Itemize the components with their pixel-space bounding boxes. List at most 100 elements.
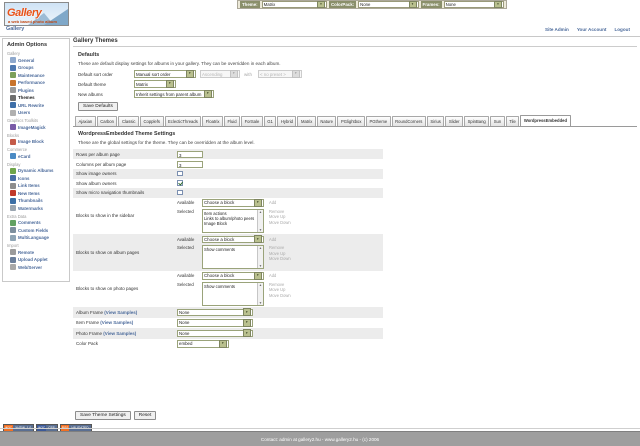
photo-add-button[interactable]: Add: [269, 273, 277, 279]
tab-matrix[interactable]: Matrix: [297, 116, 316, 126]
sidebar-item-custom-fields[interactable]: Custom Fields: [10, 227, 67, 234]
sidebar-item-icons[interactable]: Icons: [10, 175, 67, 182]
top-links: Site Admin Your Account Logout: [545, 27, 630, 32]
toolbar-colorpack-select[interactable]: None ▾: [358, 0, 419, 9]
sidebar-item-dynamic-albums[interactable]: Dynamic Albums: [10, 167, 67, 174]
color-pack-select[interactable]: embed ▾: [177, 339, 229, 348]
tab-eclecticthreads[interactable]: EclecticThreads: [164, 116, 202, 126]
item-frame-view-samples-link[interactable]: (View Samples): [100, 320, 134, 326]
tab-fluid[interactable]: Fluid: [224, 116, 241, 126]
link-logout[interactable]: Logout: [614, 27, 630, 32]
sidebar-item-multilanguage[interactable]: MultiLanguage: [10, 234, 67, 241]
default-sort-order-select[interactable]: Manual sort order ▾: [134, 70, 196, 78]
sidebar-item-image-block[interactable]: Image Block: [10, 138, 67, 145]
scrollbar[interactable]: ▲ ▼: [257, 246, 263, 268]
gallery-logo[interactable]: Gallery a web based photo album: [4, 2, 69, 26]
tab-g1[interactable]: G1: [263, 116, 277, 126]
tab-copplefs[interactable]: Copplefs: [139, 116, 164, 126]
tab-sun[interactable]: Sun: [490, 116, 505, 126]
album-move-up-button[interactable]: Move Up: [269, 250, 286, 256]
sidebar-item-general[interactable]: General: [10, 57, 67, 64]
tab-classic[interactable]: Classic: [118, 116, 139, 126]
album-frame-view-samples-link[interactable]: (View Samples): [104, 309, 138, 315]
link-your-account[interactable]: Your Account: [576, 27, 607, 32]
photo-move-down-button[interactable]: Move Down: [269, 292, 291, 298]
photo-selected-items: Show comments: [204, 283, 235, 289]
album-selected-items: Show comments: [204, 247, 235, 252]
sidebar-move-down-button[interactable]: Move Down: [269, 219, 291, 225]
save-theme-settings-button[interactable]: Save Theme Settings: [75, 411, 131, 420]
sidebar-item-maintenance[interactable]: Maintenance: [10, 72, 67, 79]
sidebar-available-select[interactable]: Choose a block ▾: [202, 198, 264, 207]
sidebar-item-ecard[interactable]: eCard: [10, 153, 67, 160]
tab-ajaxian[interactable]: Ajaxian: [75, 116, 96, 126]
tab-spinbang[interactable]: SpinBang: [464, 116, 490, 126]
sidebar-item-plugins[interactable]: Plugins: [10, 87, 67, 94]
item-frame-select[interactable]: None ▾: [177, 318, 253, 327]
sidebar-selected-list[interactable]: Item actions Links to album/photo peers …: [202, 208, 264, 233]
photo-available-select[interactable]: Choose a block ▾: [202, 271, 264, 280]
toolbar-theme-select[interactable]: Matrix ▾: [261, 0, 327, 9]
sidebar-item-new-items[interactable]: New Items: [10, 190, 67, 197]
sidebar-item-remote[interactable]: Remote: [10, 249, 67, 256]
reset-button[interactable]: Reset: [133, 411, 157, 420]
tab-pgtheme[interactable]: PGtheme: [365, 116, 391, 126]
sidebar-move-up-button[interactable]: Move Up: [269, 214, 286, 219]
sidebar-item-link-items[interactable]: Link Items: [10, 182, 67, 189]
sidebar-item-upload-applet[interactable]: Upload Applet: [10, 256, 67, 263]
sidebar-item-comments[interactable]: Comments: [10, 219, 67, 226]
tab-carbon[interactable]: Carbon: [96, 116, 118, 126]
photo-frame-view-samples-link[interactable]: (View Samples): [103, 330, 137, 336]
sidebar-item-themes[interactable]: Themes: [10, 94, 67, 101]
sidebar-item-watermarks[interactable]: Watermarks: [10, 205, 67, 212]
tab-hybrid[interactable]: Hybrid: [277, 116, 297, 126]
tab-slider[interactable]: Slider: [445, 116, 464, 126]
sidebar-item-groups[interactable]: Groups: [10, 64, 67, 71]
toolbar-frames-select[interactable]: None ▾: [443, 0, 504, 9]
sidebar-item-url-rewrite[interactable]: URL Rewrite: [10, 102, 67, 109]
tab-floatrix[interactable]: Floatrix: [202, 116, 224, 126]
rows-per-page-input[interactable]: 3: [177, 150, 203, 158]
tab-nature[interactable]: Nature: [316, 116, 337, 126]
save-defaults-button[interactable]: Save Defaults: [78, 102, 118, 111]
new-albums-select[interactable]: Inherit settings from parent album ▾: [134, 90, 214, 98]
default-theme-select[interactable]: Matrix ▾: [134, 80, 176, 88]
sidebar-add-button[interactable]: Add: [269, 200, 277, 206]
sort-direction-select[interactable]: Ascending ▾: [200, 70, 240, 78]
scrollbar[interactable]: ▲ ▼: [257, 282, 263, 305]
show-album-owners-checkbox[interactable]: [177, 180, 183, 186]
tab-tile[interactable]: Tile: [505, 116, 520, 126]
cols-per-page-input[interactable]: 3: [177, 160, 203, 168]
breadcrumb[interactable]: Gallery: [6, 26, 25, 32]
chevron-down-icon: ▾: [203, 90, 212, 98]
album-add-button[interactable]: Add: [269, 236, 277, 242]
tab-pglightbox[interactable]: PGlightbox: [337, 116, 365, 126]
photo-frame-select[interactable]: None ▾: [177, 329, 253, 338]
sidebar-item-performance[interactable]: Performance: [10, 79, 67, 86]
link-site-admin[interactable]: Site Admin: [545, 27, 569, 32]
sidebar-item-web-server[interactable]: Web/Server: [10, 264, 67, 271]
preset-select[interactable]: < no preset > ▾: [258, 70, 302, 78]
album-remove-button[interactable]: Remove: [269, 245, 285, 250]
album-available-select[interactable]: Choose a block ▾: [202, 235, 264, 244]
show-micro-nav-checkbox[interactable]: [177, 189, 183, 195]
album-frame-select[interactable]: None ▾: [177, 308, 253, 317]
sidebar-remove-button[interactable]: Remove: [269, 208, 285, 214]
tab-wordpressembedded[interactable]: WordpressEmbedded: [520, 115, 571, 126]
album-move-down-button[interactable]: Move Down: [269, 256, 291, 261]
tab-forsale[interactable]: ForSale: [241, 116, 263, 126]
photo-frame-label: Photo Frame: [76, 330, 103, 336]
tab-sirius[interactable]: Sirius: [426, 116, 445, 126]
photo-move-up-button[interactable]: Move Up: [269, 287, 286, 292]
show-image-owners-checkbox[interactable]: [177, 170, 183, 176]
sidebar-item-label: Watermarks: [18, 205, 43, 211]
photo-remove-button[interactable]: Remove: [269, 281, 285, 287]
album-selected-list[interactable]: Show comments ▲ ▼: [202, 245, 264, 269]
photo-selected-list[interactable]: Show comments ▲ ▼: [202, 281, 264, 306]
sidebar-item-users[interactable]: Users: [10, 109, 67, 116]
sidebar-item-imagemagick[interactable]: ImageMagick: [10, 124, 67, 131]
sidebar-item-thumbnails[interactable]: Thumbnails: [10, 197, 67, 204]
tab-roundcorners[interactable]: RoundCorners: [391, 116, 426, 126]
sidebar-item-label: Web/Server: [18, 264, 43, 270]
scrollbar[interactable]: ▲ ▼: [257, 209, 263, 232]
